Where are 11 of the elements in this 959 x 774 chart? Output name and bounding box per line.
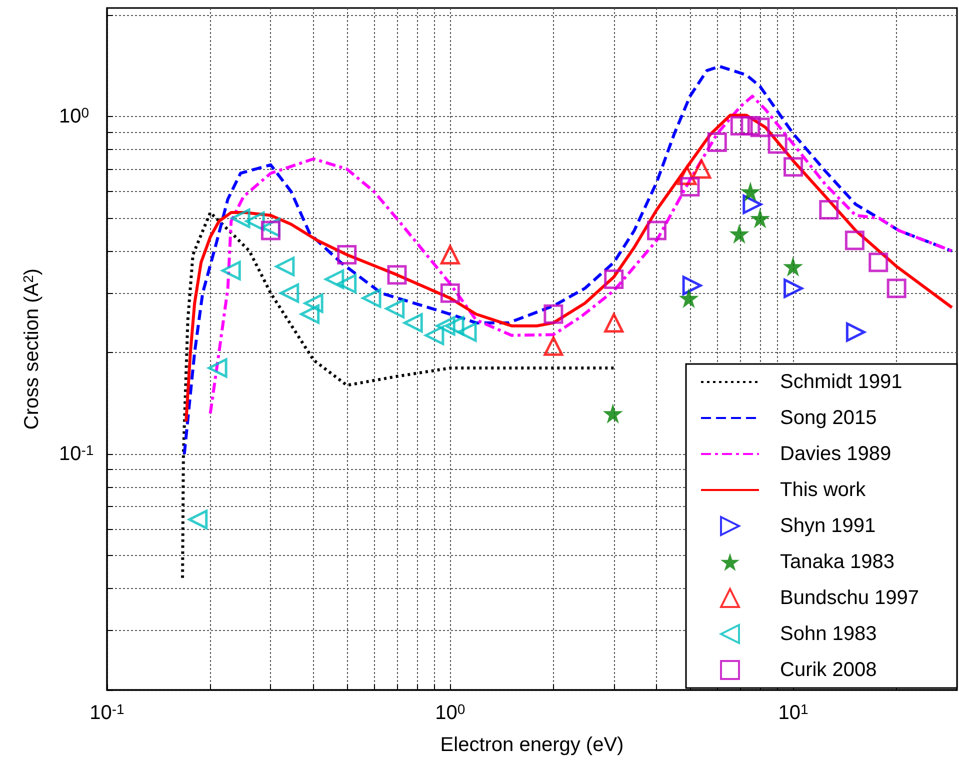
legend-label: Curik 2008 (780, 659, 877, 681)
x-axis-title: Electron energy (eV) (440, 734, 624, 756)
legend-label: This work (780, 479, 867, 501)
legend-label: Bundschu 1997 (780, 587, 920, 609)
y-axis-title: Cross section (A2) (20, 268, 43, 430)
legend-label: Davies 1989 (780, 443, 892, 465)
legend-label: Schmidt 1991 (780, 371, 902, 393)
legend-label: Sohn 1983 (780, 623, 877, 645)
legend-label: Tanaka 1983 (780, 551, 895, 573)
legend-label: Song 2015 (780, 407, 877, 429)
legend-label: Shyn 1991 (780, 515, 876, 537)
